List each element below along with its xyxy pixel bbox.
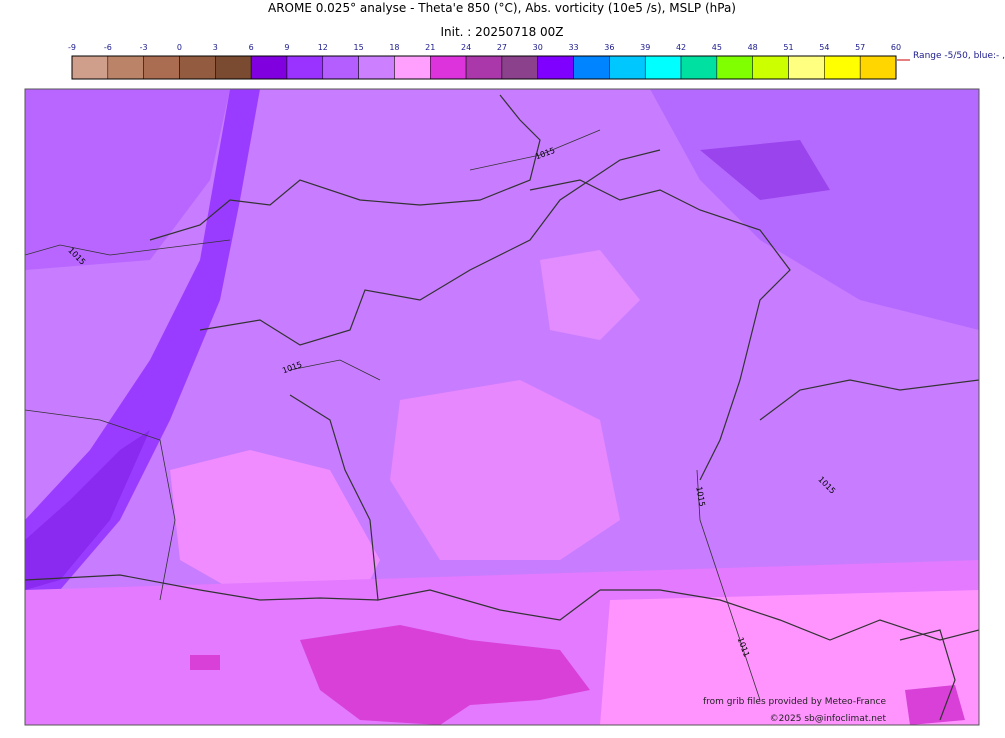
colorbar-label: 60 [891,43,901,52]
colorbar-segment [394,55,431,80]
colorbar-label: 57 [855,43,865,52]
warm-area [540,250,640,340]
colorbar-label: -6 [104,43,112,52]
shade [700,140,830,200]
colorbar-label: 18 [389,43,399,52]
hot-area [300,625,590,725]
colorbar-segment [465,55,503,80]
colorbar-frame [71,55,897,80]
colorbar-segment [824,55,861,80]
source-credit: from grib files provided by Meteo-France [703,697,886,707]
colorbar-segment [71,55,109,80]
colorbar-segment [537,55,574,80]
copyright: ©2025 sb@infoclimat.net [770,714,887,724]
colorbar-segment [322,55,359,80]
colorbar-label: 48 [748,43,758,52]
colorbar-segment [716,55,753,80]
colorbar-segment [609,55,646,80]
shade [25,89,230,270]
colorbar-segment [143,55,180,80]
colorbar-label: 51 [783,43,793,52]
colorbar-segment [752,55,789,80]
low-theta-band [25,430,150,590]
colorbar-segment [430,55,467,80]
title: AROME 0.025° analyse - Theta'e 850 (°C),… [268,1,736,15]
colorbar-label: 3 [213,43,218,52]
init-time: Init. : 20250718 00Z [440,25,563,39]
hot-area [190,655,220,670]
colorbar-label: 33 [568,43,578,52]
warm-area [170,450,380,600]
isobars [25,129,761,701]
colorbar-label: 36 [604,43,614,52]
range-note: Range -5/50, blue:- , r [913,51,1005,61]
colorbar-label: 45 [712,43,722,52]
colorbar-label: 12 [318,43,328,52]
low-theta-band [25,89,260,600]
colorbar-segment [358,55,395,80]
colorbar-label: 15 [354,43,364,52]
colorbar-label: 30 [533,43,543,52]
colorbar-segment [250,55,288,80]
colorbar-segment [501,55,538,80]
colorbar-segment [107,55,144,80]
warm-area [600,590,979,725]
colorbar-segment [788,55,825,80]
hot-area [905,685,965,725]
colorbar-label: 21 [425,43,435,52]
colorbar-label: 39 [640,43,650,52]
colorbar-segment [179,55,216,80]
isobar-label: 1015 [694,486,706,508]
colorbar-label: 27 [497,43,507,52]
colorbar-label: 6 [249,43,254,52]
colorbar-label: 9 [284,43,289,52]
map [24,88,980,726]
colorbar-segment [215,55,252,80]
colorbar-label: -3 [140,43,148,52]
colorbar-segment [680,55,718,80]
colorbar-segment [859,55,897,80]
colorbar-segment [644,55,682,80]
map-frame [24,88,980,726]
warm-area [390,380,620,560]
colorbar-segment [286,55,324,80]
colorbar-label: 54 [819,43,829,52]
colorbar-label: 42 [676,43,686,52]
colorbar-segment [573,55,610,80]
colorbar-label: 24 [461,43,471,52]
colorbar-label: -9 [68,43,76,52]
colorbar: -9 -6 -3 0 3 6 9 12 15 18 21 24 27 30 33 36 39 42 45 48 51 54… [68,43,901,80]
coastlines [25,94,979,721]
colorbar-label: 0 [177,43,182,52]
